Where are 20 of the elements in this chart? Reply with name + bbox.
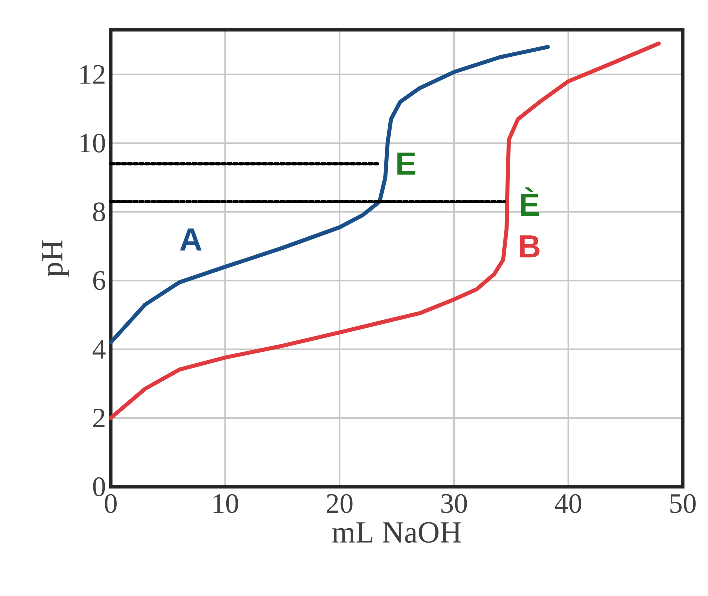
annotation: A bbox=[180, 228, 202, 251]
y-tick-label: 12 bbox=[80, 65, 105, 84]
y-tick-label: 10 bbox=[80, 134, 106, 153]
annotation: E bbox=[398, 152, 416, 175]
y-tick-label: 4 bbox=[92, 340, 106, 359]
annotation: È bbox=[521, 188, 540, 216]
x-tick-label: 50 bbox=[670, 494, 696, 514]
line-series bbox=[109, 42, 661, 420]
y-tick-label: 2 bbox=[94, 408, 105, 428]
y-tick-label: 6 bbox=[94, 271, 106, 290]
y-tick-label: 0 bbox=[93, 478, 106, 496]
x-axis-title: mL NaOH bbox=[332, 522, 462, 544]
x-tick-label: 30 bbox=[442, 494, 468, 514]
y-axis-title: pH bbox=[42, 240, 70, 277]
x-tick-label: 20 bbox=[327, 494, 353, 514]
x-tick-label: 40 bbox=[555, 494, 582, 514]
annotation: B bbox=[520, 236, 540, 258]
x-tick-label: 10 bbox=[214, 494, 238, 514]
y-tick-label: 8 bbox=[93, 202, 106, 222]
line-series bbox=[109, 45, 550, 345]
